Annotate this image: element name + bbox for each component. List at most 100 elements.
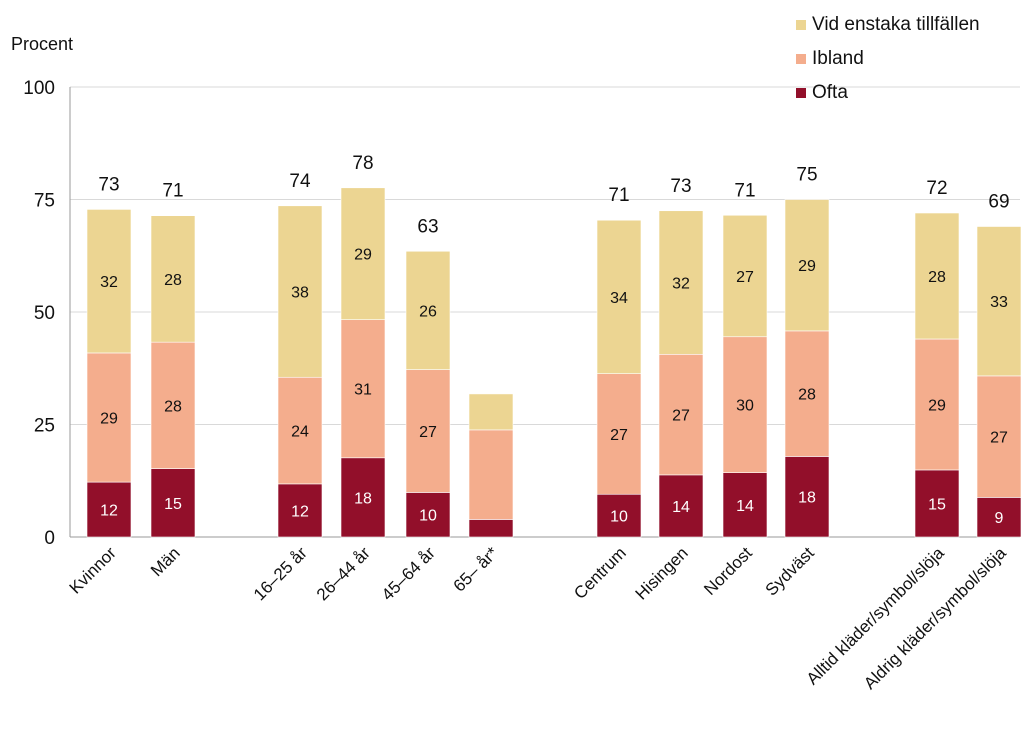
total-label-7: 73: [670, 176, 691, 197]
x-tick-label-1: Män: [147, 543, 184, 580]
bar-segment-1-0: [86, 352, 132, 483]
bar-segment-2-11: [976, 226, 1022, 377]
bar-segment-2-4: [405, 250, 451, 370]
bar-segment-2-8: [722, 214, 768, 338]
data-label-1-11: 27: [990, 430, 1008, 447]
data-label-0-2: 12: [291, 503, 309, 520]
data-label-0-8: 14: [736, 498, 754, 515]
y-tick-label-100: 100: [23, 78, 55, 99]
bar-segment-0-10: [914, 469, 960, 538]
legend-item-ofta: Ofta: [796, 76, 980, 110]
data-label-1-9: 28: [798, 387, 816, 404]
data-label-2-6: 34: [610, 290, 628, 307]
data-label-1-1: 28: [164, 398, 182, 415]
legend-label-ibland: Ibland: [812, 48, 864, 69]
legend-item-ibland: Ibland: [796, 42, 980, 76]
data-label-0-6: 10: [610, 509, 628, 526]
data-label-2-2: 38: [291, 285, 309, 302]
bar-segment-0-2: [277, 483, 323, 538]
data-label-2-11: 33: [990, 294, 1008, 311]
bar-segment-2-2: [277, 205, 323, 378]
legend-label-vid-enstaka: Vid enstaka tillfällen: [812, 14, 980, 35]
bar-segment-2-0: [86, 209, 132, 354]
data-label-1-10: 29: [928, 397, 946, 414]
y-tick-label-25: 25: [34, 416, 55, 437]
bar-segment-0-11: [976, 497, 1022, 538]
bar-segment-2-3: [340, 187, 386, 320]
y-axis-title: Procent: [11, 34, 74, 54]
legend-swatch-vid-enstaka: [796, 20, 806, 30]
legend-swatch-ibland: [796, 54, 806, 64]
x-tick-label-8: Nordost: [700, 543, 756, 599]
data-label-2-10: 28: [928, 269, 946, 286]
bar-segment-1-8: [722, 336, 768, 473]
bar-segment-1-6: [596, 373, 642, 495]
legend-label-ofta: Ofta: [812, 82, 848, 103]
bar-segment-0-8: [722, 472, 768, 538]
bar-segment-1-11: [976, 375, 1022, 498]
legend-swatch-ofta: [796, 88, 806, 98]
total-label-11: 69: [988, 192, 1009, 213]
total-label-6: 71: [608, 185, 629, 206]
x-tick-label-0: Kvinnor: [66, 543, 120, 597]
x-tick-label-2: 16–25 år: [250, 543, 311, 604]
legend: Vid enstaka tillfällen Ibland Ofta: [796, 8, 980, 110]
data-label-0-10: 15: [928, 496, 946, 513]
data-label-1-0: 29: [100, 411, 118, 428]
data-label-1-4: 27: [419, 424, 437, 441]
data-label-0-3: 18: [354, 490, 372, 507]
data-label-2-9: 29: [798, 258, 816, 275]
total-label-9: 75: [796, 165, 817, 186]
total-label-8: 71: [734, 180, 755, 201]
data-label-1-6: 27: [610, 427, 628, 444]
data-label-1-2: 24: [291, 424, 309, 441]
y-tick-label-0: 0: [44, 528, 55, 549]
x-tick-label-4: 45–64 år: [378, 543, 439, 604]
bar-segment-2-6: [596, 219, 642, 374]
data-label-2-7: 32: [672, 276, 690, 293]
total-label-4: 63: [417, 216, 438, 237]
data-label-2-8: 27: [736, 269, 754, 286]
bar-segment-1-3: [340, 319, 386, 459]
data-label-0-7: 14: [672, 499, 690, 516]
data-label-0-11: 9: [995, 510, 1004, 527]
data-label-1-8: 30: [736, 398, 754, 415]
total-label-2: 74: [289, 171, 311, 192]
x-tick-label-6: Centrum: [570, 543, 630, 603]
bar-segment-0-4: [405, 492, 451, 538]
bar-segment-0-9: [784, 456, 830, 538]
bar-segment-0-7: [658, 474, 704, 538]
bar-segment-2-1: [150, 215, 196, 343]
bar-segment-2-9: [784, 199, 830, 332]
total-label-0: 73: [98, 174, 119, 195]
legend-item-vid-enstaka: Vid enstaka tillfällen: [796, 8, 980, 42]
x-tick-label-3: 26–44 år: [313, 543, 374, 604]
bar-segment-1-5: [468, 429, 514, 520]
bar-segment-1-10: [914, 338, 960, 471]
bar-segment-1-7: [658, 353, 704, 476]
bar-segment-0-6: [596, 493, 642, 538]
data-label-2-3: 29: [354, 247, 372, 264]
total-label-1: 71: [162, 181, 183, 202]
data-label-0-4: 10: [419, 508, 437, 525]
total-label-10: 72: [926, 178, 947, 199]
bar-segment-1-9: [784, 330, 830, 457]
data-label-1-3: 31: [354, 382, 372, 399]
bar-segment-2-5: [468, 393, 514, 431]
bar-segment-0-5: [468, 519, 514, 538]
y-tick-label-75: 75: [34, 191, 55, 212]
y-tick-label-50: 50: [34, 303, 55, 324]
x-tick-label-9: Sydväst: [762, 543, 818, 599]
x-tick-label-5: 65– år*: [450, 543, 502, 595]
data-label-1-7: 27: [672, 408, 690, 425]
bar-segment-1-4: [405, 369, 451, 493]
data-label-0-1: 15: [164, 496, 182, 513]
data-label-2-4: 26: [419, 303, 437, 320]
data-label-2-1: 28: [164, 272, 182, 289]
bar-segment-2-10: [914, 212, 960, 340]
total-label-3: 78: [352, 153, 373, 174]
x-tick-label-7: Hisingen: [632, 543, 692, 603]
data-label-0-0: 12: [100, 503, 118, 520]
data-label-0-9: 18: [798, 490, 816, 507]
